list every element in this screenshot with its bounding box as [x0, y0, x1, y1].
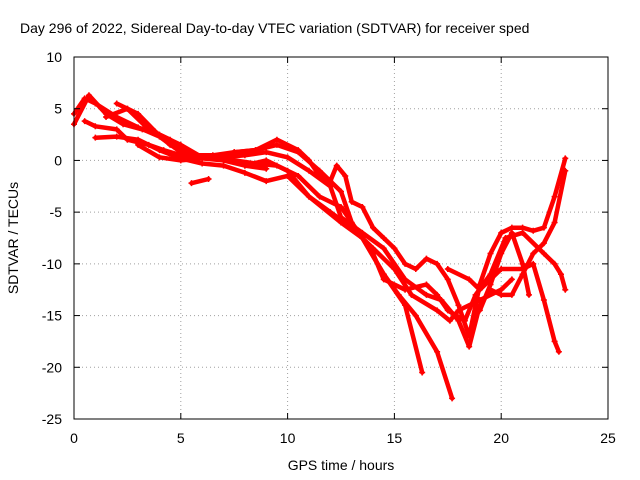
- y-tick-label: -25: [42, 411, 62, 427]
- x-tick-label: 0: [70, 430, 78, 446]
- y-tick-label: 10: [46, 49, 62, 65]
- x-tick-label: 10: [280, 430, 296, 446]
- y-tick-label: -10: [42, 256, 62, 272]
- x-tick-label: 15: [387, 430, 403, 446]
- y-tick-label: 5: [54, 101, 62, 117]
- chart: Day 296 of 2022, Sidereal Day-to-day VTE…: [0, 0, 640, 480]
- y-tick-label: -5: [50, 204, 63, 220]
- y-tick-label: -15: [42, 308, 62, 324]
- x-axis-label: GPS time / hours: [288, 457, 395, 473]
- y-axis-label: SDTVAR / TECUs: [5, 182, 21, 294]
- x-tick-label: 5: [177, 430, 185, 446]
- chart-title: Day 296 of 2022, Sidereal Day-to-day VTE…: [20, 20, 529, 36]
- y-tick-label: -20: [42, 359, 62, 375]
- x-tick-label: 25: [600, 430, 616, 446]
- y-tick-label: 0: [54, 152, 62, 168]
- x-tick-label: 20: [493, 430, 509, 446]
